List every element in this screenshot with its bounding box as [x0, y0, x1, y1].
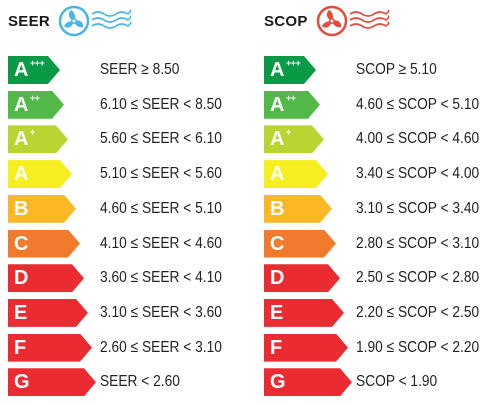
- energy-class-letter: A: [270, 163, 285, 186]
- energy-class-badge: A +++: [8, 56, 60, 84]
- seer-rating-row: G SEER < 2.60: [8, 368, 248, 396]
- heat-waves-icon: [349, 9, 390, 29]
- energy-class-badge: E: [8, 299, 88, 327]
- energy-class-badge: G: [264, 368, 352, 396]
- energy-class-badge: B: [264, 195, 332, 223]
- energy-class-plus: +: [286, 127, 291, 138]
- scop-rating-row: E 2.20 ≤ SCOP < 2.50: [264, 299, 495, 327]
- seer-title: SEER: [8, 12, 51, 30]
- efficiency-range: 2.50 ≤ SCOP < 2.80: [356, 269, 480, 287]
- efficiency-range: 6.10 ≤ SEER < 8.50: [100, 95, 222, 113]
- energy-class-letter: B: [14, 197, 29, 220]
- scop-rating-row: D 2.50 ≤ SCOP < 2.80: [264, 264, 495, 292]
- efficiency-range: 5.10 ≤ SEER < 5.60: [100, 165, 222, 183]
- efficiency-range: 2.80 ≤ SCOP < 3.10: [356, 234, 480, 252]
- energy-class-letter: D: [270, 267, 285, 290]
- scop-title: SCOP: [264, 12, 308, 30]
- efficiency-range: 3.10 ≤ SEER < 3.60: [100, 303, 222, 321]
- energy-class-letter: A: [270, 93, 285, 116]
- energy-class-letter: A: [14, 163, 29, 186]
- energy-class-plus: ++: [286, 92, 296, 103]
- scop-rating-row: C 2.80 ≤ SCOP < 3.10: [264, 230, 495, 258]
- efficiency-range: 5.60 ≤ SEER < 6.10: [100, 130, 222, 148]
- energy-class-letter: A: [14, 59, 29, 81]
- energy-class-letter: G: [14, 371, 30, 394]
- seer-rating-row: A +5.60 ≤ SEER < 6.10: [8, 125, 248, 153]
- energy-class-letter: A: [14, 93, 29, 116]
- efficiency-range: SCOP < 1.90: [356, 373, 438, 391]
- efficiency-range: 3.10 ≤ SCOP < 3.40: [356, 199, 480, 217]
- scop-header: SCOP: [264, 4, 392, 38]
- seer-rating-row: A ++ 6.10 ≤ SEER < 8.50: [8, 91, 248, 119]
- energy-class-badge: F: [264, 334, 348, 362]
- energy-class-letter: E: [270, 301, 284, 324]
- scop-rating-row: B 3.10 ≤ SCOP < 3.40: [264, 195, 495, 223]
- efficiency-range: SEER ≥ 8.50: [100, 61, 180, 78]
- energy-class-letter: D: [14, 267, 29, 290]
- scop-panel: SCOP A +++ SCOP ≥ 5.10 A ++ 4.60 ≤ SCOP < 5.1…: [256, 0, 495, 405]
- scop-rating-row: A 3.40 ≤ SCOP < 4.00: [264, 160, 495, 188]
- red-fan-icon: [316, 5, 347, 37]
- efficiency-range: 4.60 ≤ SEER < 5.10: [100, 199, 222, 217]
- energy-class-badge: D: [264, 264, 340, 292]
- energy-class-badge: A: [8, 160, 72, 188]
- energy-class-plus: +++: [30, 58, 45, 68]
- energy-class-letter: F: [270, 336, 283, 359]
- seer-rating-row: A +++ SEER ≥ 8.50: [8, 56, 248, 84]
- seer-rating-row: F 2.60 ≤ SEER < 3.10: [8, 334, 248, 362]
- energy-class-letter: F: [14, 336, 27, 359]
- energy-class-badge: A: [264, 160, 328, 188]
- energy-class-letter: C: [14, 232, 29, 255]
- blue-fan-icon: [58, 5, 90, 37]
- energy-class-badge: B: [8, 195, 76, 223]
- cooling-airflow-icon: [58, 5, 134, 37]
- scop-rating-row: A ++ 4.60 ≤ SCOP < 5.10: [264, 91, 495, 119]
- efficiency-range: 4.00 ≤ SCOP < 4.60: [356, 130, 480, 148]
- energy-class-letter: C: [270, 232, 285, 255]
- energy-class-badge: C: [264, 230, 336, 258]
- seer-panel: SEER A +++ SEER ≥ 8.50 A ++ 6.10 ≤ SEER < 8.5…: [0, 0, 247, 405]
- seer-rating-row: A 5.10 ≤ SEER < 5.60: [8, 160, 248, 188]
- energy-class-badge: A +++: [264, 56, 316, 84]
- energy-class-badge: C: [8, 230, 80, 258]
- energy-class-letter: G: [270, 371, 286, 394]
- scop-rating-row: F 1.90 ≤ SCOP < 2.20: [264, 334, 495, 362]
- efficiency-range: 3.40 ≤ SCOP < 4.00: [356, 165, 480, 183]
- efficiency-range: SEER < 2.60: [100, 373, 180, 391]
- energy-class-badge: E: [264, 299, 344, 327]
- energy-class-badge: A +: [264, 125, 324, 153]
- efficiency-range: 2.60 ≤ SEER < 3.10: [100, 338, 222, 356]
- heating-airflow-icon: [316, 5, 392, 37]
- energy-class-badge: A ++: [8, 91, 64, 119]
- energy-class-badge: G: [8, 368, 96, 396]
- seer-header: SEER: [8, 4, 134, 38]
- energy-class-letter: A: [270, 59, 285, 81]
- energy-class-plus: +: [30, 127, 35, 138]
- scop-rating-row: A +4.00 ≤ SCOP < 4.60: [264, 125, 495, 153]
- efficiency-range: 3.60 ≤ SEER < 4.10: [100, 269, 222, 287]
- energy-class-badge: A ++: [264, 91, 320, 119]
- energy-class-badge: A +: [8, 125, 68, 153]
- seer-rating-row: B 4.60 ≤ SEER < 5.10: [8, 195, 248, 223]
- energy-class-letter: B: [270, 197, 285, 220]
- efficiency-range: 4.10 ≤ SEER < 4.60: [100, 234, 222, 252]
- seer-rating-row: C 4.10 ≤ SEER < 4.60: [8, 230, 248, 258]
- scop-rating-row: A +++ SCOP ≥ 5.10: [264, 56, 495, 84]
- efficiency-range: 4.60 ≤ SCOP < 5.10: [356, 95, 480, 113]
- seer-rating-row: D 3.60 ≤ SEER < 4.10: [8, 264, 248, 292]
- energy-class-plus: ++: [30, 92, 40, 103]
- scop-rating-row: G SCOP < 1.90: [264, 368, 495, 396]
- efficiency-range: SCOP ≥ 5.10: [356, 61, 437, 78]
- air-waves-icon: [91, 9, 132, 29]
- energy-class-letter: E: [14, 301, 28, 324]
- energy-class-badge: F: [8, 334, 92, 362]
- energy-class-badge: D: [8, 264, 84, 292]
- energy-class-letter: A: [14, 128, 29, 151]
- efficiency-range: 2.20 ≤ SCOP < 2.50: [356, 303, 480, 321]
- seer-rating-row: E 3.10 ≤ SEER < 3.60: [8, 299, 248, 327]
- energy-class-letter: A: [270, 128, 285, 151]
- efficiency-range: 1.90 ≤ SCOP < 2.20: [356, 338, 480, 356]
- energy-class-plus: +++: [286, 58, 301, 68]
